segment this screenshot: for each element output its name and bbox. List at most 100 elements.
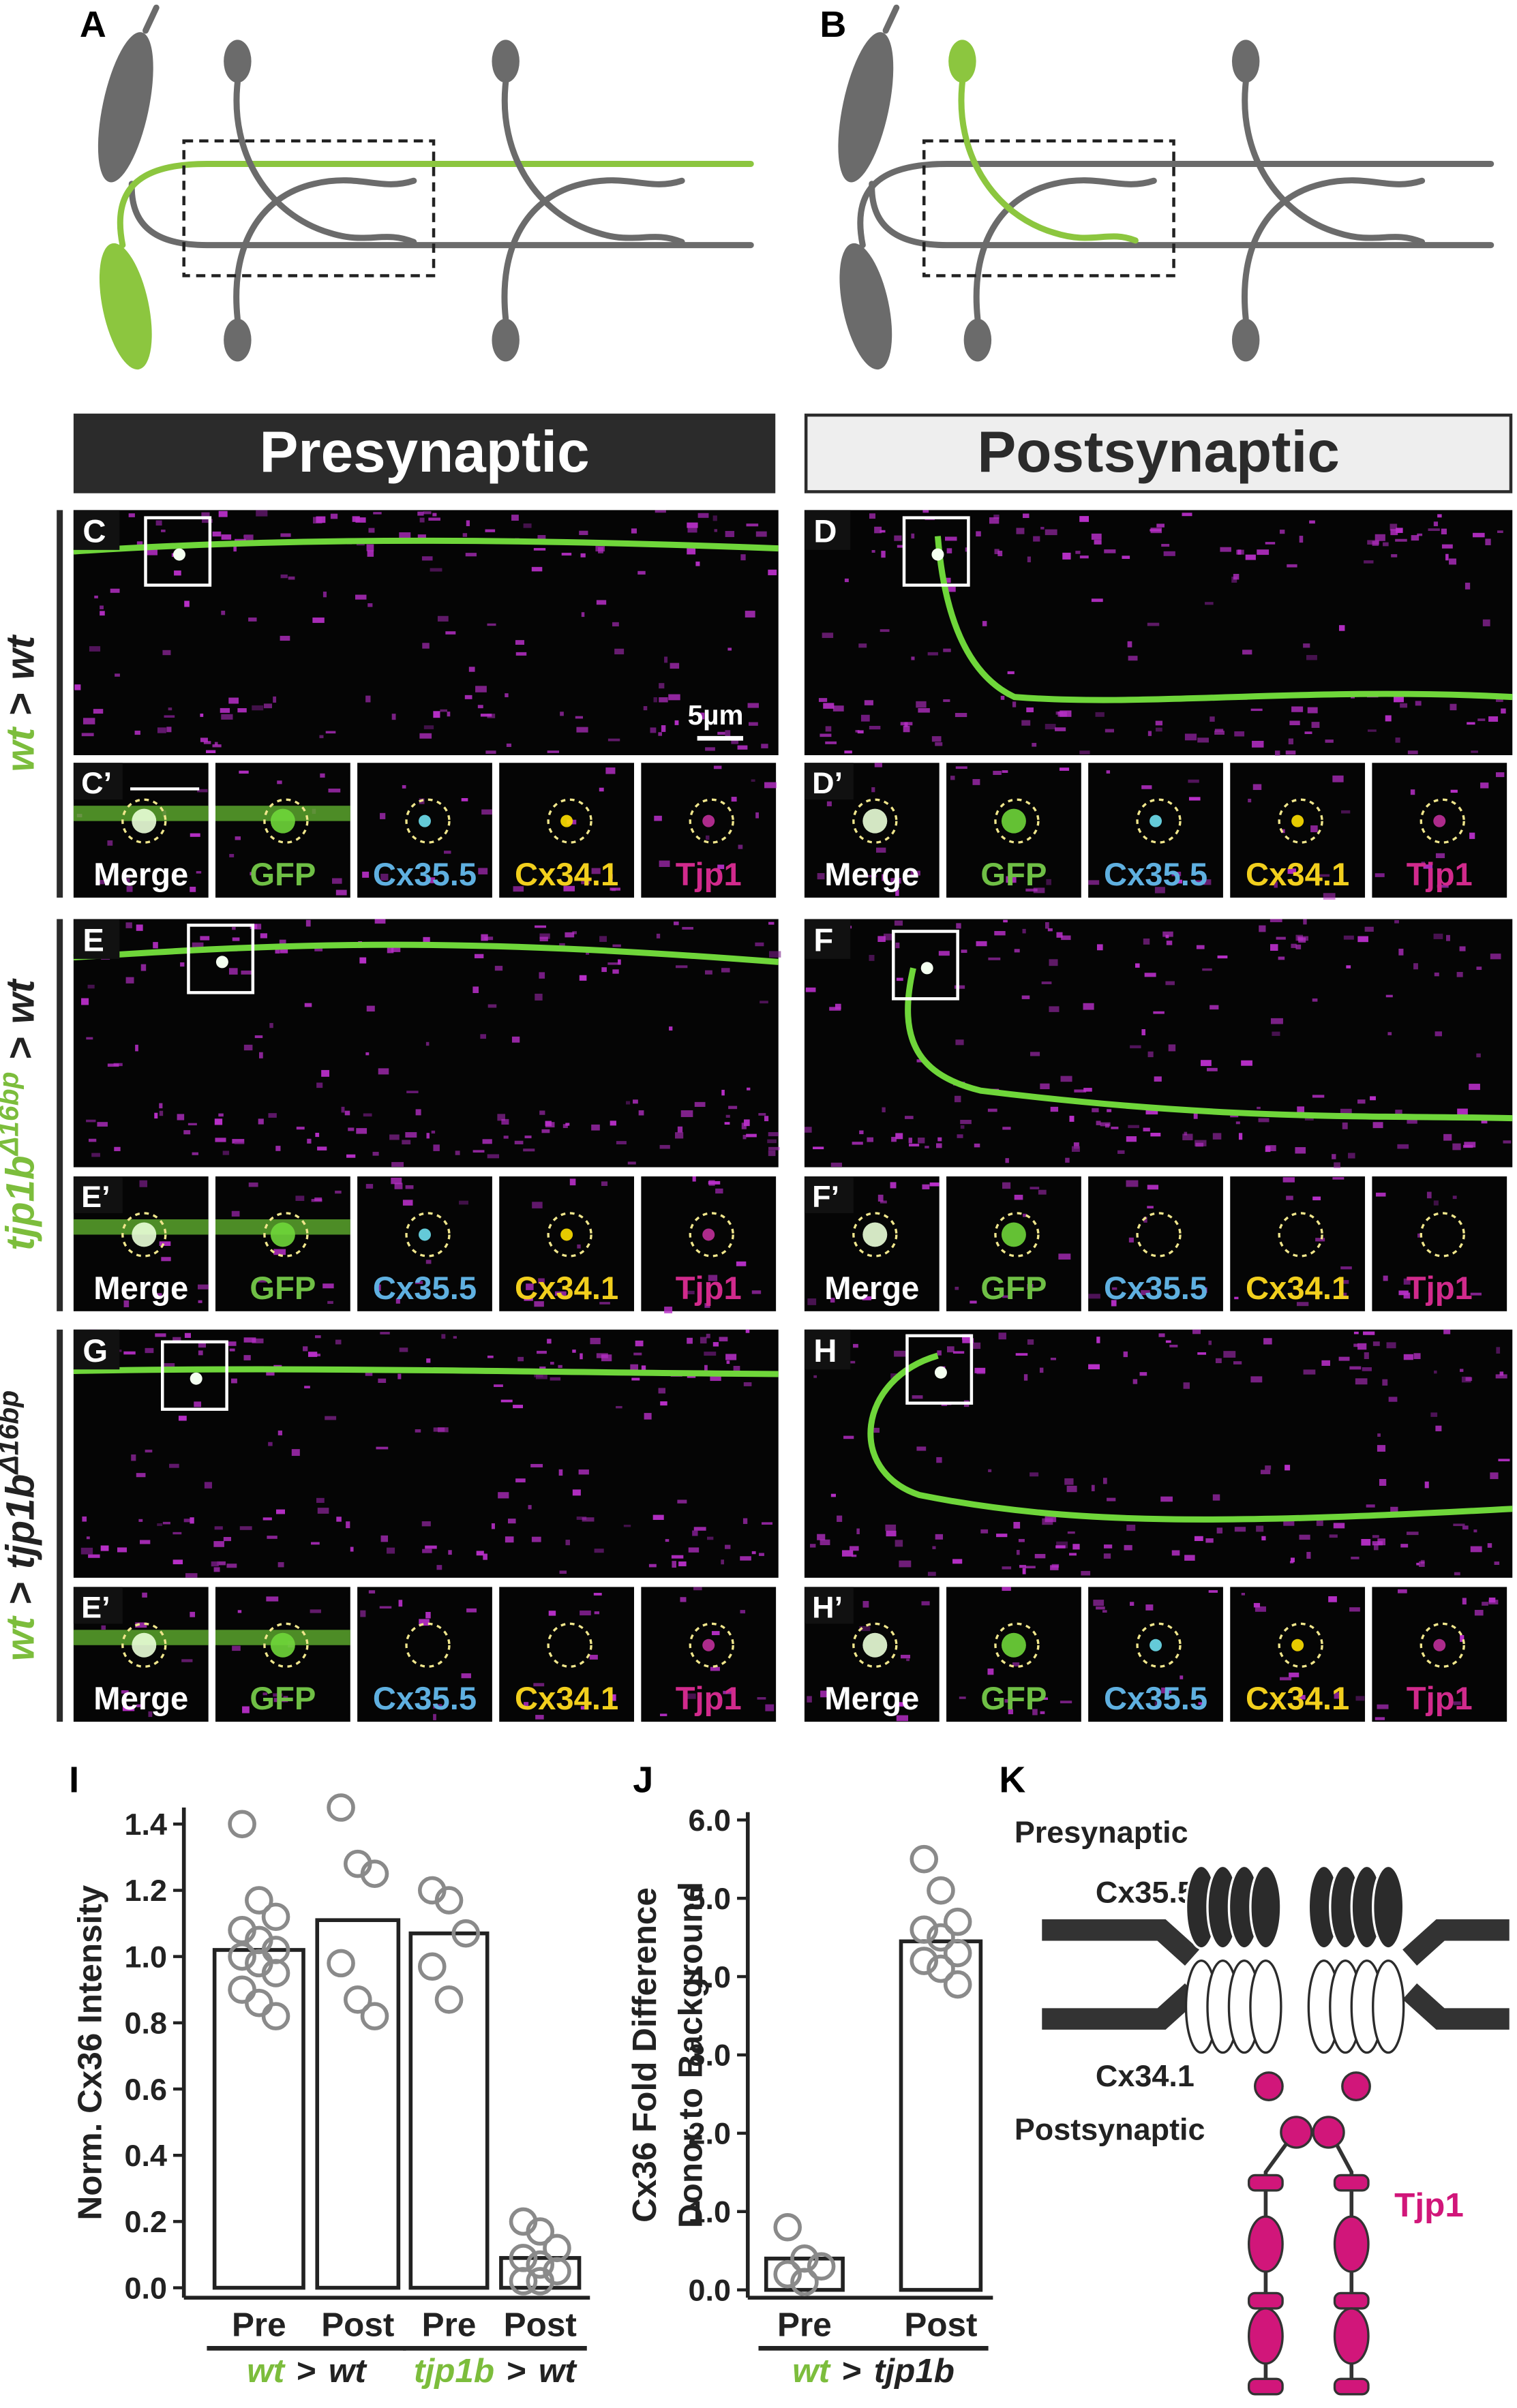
speckle [474, 954, 484, 958]
speckle [616, 1141, 627, 1144]
speckle [122, 1706, 135, 1711]
speckle [1411, 535, 1420, 541]
speckle [627, 1161, 636, 1165]
speckle [1083, 1003, 1094, 1010]
speckle [1075, 551, 1081, 554]
inset [499, 1176, 635, 1311]
speckle [960, 1120, 972, 1125]
speckle [511, 1036, 520, 1043]
speckle [1061, 935, 1071, 941]
dashed-box [182, 139, 436, 277]
speckle [1338, 625, 1345, 631]
speckle [387, 947, 394, 954]
speckle [1299, 1534, 1310, 1540]
inset [641, 763, 777, 898]
speckle [1197, 1352, 1207, 1355]
speckle [1462, 1598, 1467, 1605]
data-point [943, 1938, 972, 1968]
speckle [1206, 1067, 1218, 1071]
speckle [1443, 1133, 1452, 1141]
speckle [268, 1113, 277, 1118]
roi-circle [1136, 1212, 1182, 1258]
speckle [125, 922, 132, 928]
speckle [1487, 1543, 1492, 1548]
speckle [1385, 994, 1393, 998]
speckle [648, 1564, 657, 1568]
speckle [468, 667, 475, 672]
channel-label: Tjp1 [676, 1270, 742, 1307]
inset [1372, 1176, 1507, 1311]
channel-label: Cx35.5 [1104, 857, 1207, 893]
speckle [1265, 1145, 1276, 1151]
speckle [687, 1337, 693, 1344]
speckle [560, 712, 564, 716]
channel-label: Tjp1 [1407, 1270, 1473, 1307]
speckle [541, 1129, 550, 1133]
letter-bg [73, 1329, 120, 1370]
speckle [277, 1561, 284, 1568]
speckle [1428, 528, 1440, 531]
neuron [97, 32, 153, 183]
signal [270, 1222, 295, 1247]
speckle [1238, 1133, 1243, 1140]
speckle [190, 1611, 196, 1617]
speckle [721, 1089, 725, 1096]
speckle [477, 705, 483, 709]
speckle [938, 951, 950, 956]
speckle [1482, 1602, 1488, 1606]
speckle [201, 512, 210, 518]
panel-letter: C [82, 514, 106, 550]
speckle [1107, 1497, 1116, 1502]
speckle [1008, 1709, 1013, 1715]
speckle [1287, 564, 1297, 568]
speckle [494, 1384, 503, 1388]
speckle [513, 886, 524, 892]
speckle [172, 1337, 181, 1343]
speckle [1104, 549, 1116, 553]
speckle [243, 1355, 251, 1360]
speckle [1147, 1185, 1159, 1190]
speckle [332, 878, 342, 884]
speckle [503, 1136, 509, 1139]
speckle [405, 1185, 414, 1189]
speckle [725, 1354, 737, 1360]
speckle [825, 726, 832, 732]
speckle [539, 936, 548, 942]
speckle [595, 545, 605, 552]
speckle [431, 1130, 436, 1134]
speckle [487, 1355, 494, 1358]
speckle [178, 1416, 187, 1421]
speckle [1379, 1478, 1387, 1486]
speckle [1445, 934, 1450, 941]
speckle [746, 523, 759, 527]
speckle [1467, 722, 1475, 725]
speckle [740, 554, 746, 561]
membrane [1402, 1919, 1510, 1966]
speckle [740, 1610, 746, 1614]
genotype-sep: > [842, 2352, 862, 2390]
data-point [943, 1907, 972, 1936]
speckle [305, 919, 311, 927]
speckle [980, 1529, 989, 1534]
speckle [1166, 941, 1173, 945]
axon [117, 160, 754, 249]
speckle [822, 633, 834, 639]
speckle [635, 1340, 644, 1347]
speckle [728, 1106, 738, 1110]
speckle [211, 1561, 219, 1567]
speckle [537, 1350, 547, 1354]
speckle [466, 1608, 477, 1613]
speckle [1496, 772, 1505, 778]
speckle [1027, 1283, 1034, 1290]
speckle [532, 1202, 543, 1208]
speckle [135, 1622, 147, 1628]
speckle [976, 531, 981, 537]
speckle [291, 1449, 300, 1457]
speckle [589, 1654, 598, 1660]
speckle [727, 647, 732, 651]
speckle [465, 553, 477, 557]
roi-circle [1136, 1622, 1182, 1668]
speckle [768, 569, 777, 575]
y-tick-label: 3.0 [689, 2038, 731, 2073]
